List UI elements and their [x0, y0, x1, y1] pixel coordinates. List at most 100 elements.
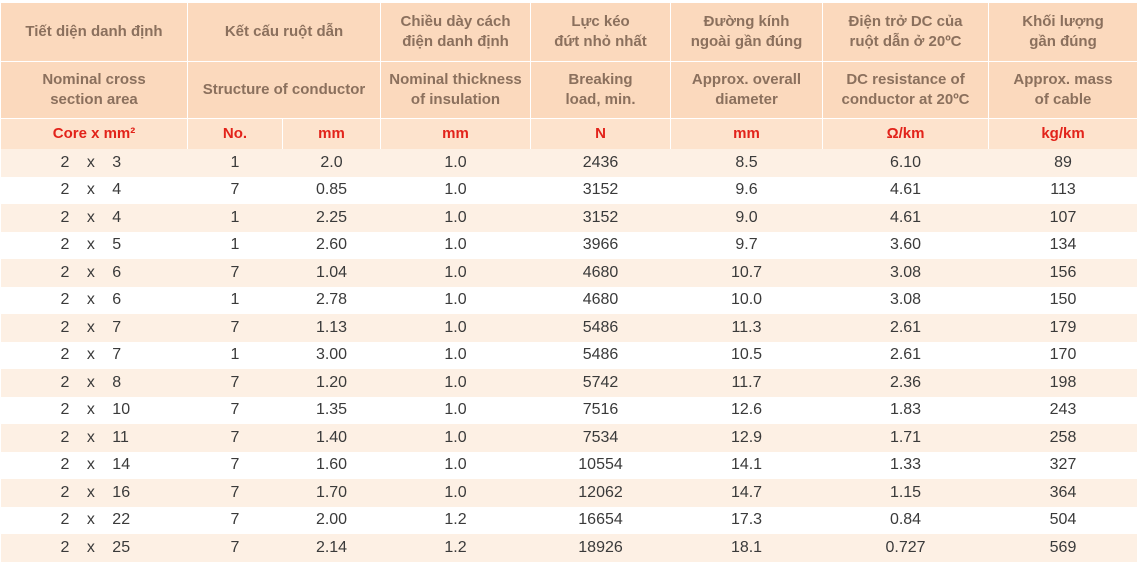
table-cell: 89 — [989, 149, 1137, 177]
table-cell: 11.3 — [671, 314, 823, 342]
table-cell: 1 — [188, 204, 283, 232]
table-cell: 2 x 6 — [1, 259, 188, 287]
table-cell: 1.0 — [381, 259, 531, 287]
table-cell: 1.0 — [381, 369, 531, 397]
table-cell: 2.0 — [283, 149, 381, 177]
header-cell-vi: Lực kéo đứt nhỏ nhất — [531, 3, 671, 62]
table-cell: 14.7 — [671, 479, 823, 507]
header-cell-en: Breaking load, min. — [531, 62, 671, 119]
table-cell: 1.2 — [381, 534, 531, 562]
table-cell: 243 — [989, 397, 1137, 425]
unit-cell: mm — [283, 119, 381, 150]
table-cell: 2.36 — [823, 369, 989, 397]
table-cell: 156 — [989, 259, 1137, 287]
table-cell: 1.71 — [823, 424, 989, 452]
table-cell: 1 — [188, 287, 283, 315]
table-cell: 3.08 — [823, 259, 989, 287]
table-cell: 0.85 — [283, 177, 381, 205]
table-cell: 2 x 4 — [1, 204, 188, 232]
table-cell: 2.78 — [283, 287, 381, 315]
table-cell: 10554 — [531, 452, 671, 480]
table-cell: 1.04 — [283, 259, 381, 287]
table-cell: 1.13 — [283, 314, 381, 342]
table-cell: 2.61 — [823, 342, 989, 370]
table-cell: 1.0 — [381, 204, 531, 232]
table-cell: 12.9 — [671, 424, 823, 452]
table-cell: 0.727 — [823, 534, 989, 562]
table-cell: 2 x 6 — [1, 287, 188, 315]
table-cell: 2 x 8 — [1, 369, 188, 397]
unit-cell: Core x mm² — [1, 119, 188, 150]
header-cell-vi: Đường kính ngoài gần đúng — [671, 3, 823, 62]
table-cell: 3966 — [531, 232, 671, 260]
table-cell: 18.1 — [671, 534, 823, 562]
table-cell: 3152 — [531, 204, 671, 232]
table-cell: 2 x 16 — [1, 479, 188, 507]
table-cell: 10.7 — [671, 259, 823, 287]
table-cell: 2 x 3 — [1, 149, 188, 177]
table-cell: 11.7 — [671, 369, 823, 397]
header-cell-en: Nominal cross section area — [1, 62, 188, 119]
table-cell: 7 — [188, 314, 283, 342]
header-cell-en: Nominal thickness of insulation — [381, 62, 531, 119]
table-cell: 170 — [989, 342, 1137, 370]
table-cell: 504 — [989, 507, 1137, 535]
table-cell: 12.6 — [671, 397, 823, 425]
table-cell: 2 x 7 — [1, 342, 188, 370]
table-cell: 2 x 11 — [1, 424, 188, 452]
table-cell: 5742 — [531, 369, 671, 397]
table-cell: 1.33 — [823, 452, 989, 480]
unit-cell: kg/km — [989, 119, 1137, 150]
table-cell: 1.40 — [283, 424, 381, 452]
table-cell: 2.00 — [283, 507, 381, 535]
header-cell-vi: Kết cấu ruột dẫn — [188, 3, 381, 62]
table-cell: 5486 — [531, 314, 671, 342]
table-cell: 1.60 — [283, 452, 381, 480]
header-cell-en: DC resistance of conductor at 20ºC — [823, 62, 989, 119]
table-cell: 16654 — [531, 507, 671, 535]
table-cell: 2436 — [531, 149, 671, 177]
table-cell: 4.61 — [823, 177, 989, 205]
table-cell: 3152 — [531, 177, 671, 205]
table-cell: 258 — [989, 424, 1137, 452]
table-cell: 4.61 — [823, 204, 989, 232]
table-cell: 1.0 — [381, 424, 531, 452]
table-cell: 1.0 — [381, 479, 531, 507]
table-cell: 9.0 — [671, 204, 823, 232]
table-cell: 1.0 — [381, 287, 531, 315]
table-cell: 9.7 — [671, 232, 823, 260]
table-cell: 7 — [188, 424, 283, 452]
table-cell: 1.20 — [283, 369, 381, 397]
table-cell: 569 — [989, 534, 1137, 562]
table-cell: 327 — [989, 452, 1137, 480]
table-cell: 5486 — [531, 342, 671, 370]
table-cell: 364 — [989, 479, 1137, 507]
header-cell-en: Approx. mass of cable — [989, 62, 1137, 119]
header-cell-en: Structure of conductor — [188, 62, 381, 119]
table-cell: 1.35 — [283, 397, 381, 425]
unit-cell: mm — [671, 119, 823, 150]
table-cell: 4680 — [531, 287, 671, 315]
unit-cell: No. — [188, 119, 283, 150]
table-cell: 2.60 — [283, 232, 381, 260]
table-cell: 2 x 22 — [1, 507, 188, 535]
unit-cell: N — [531, 119, 671, 150]
table-cell: 2.14 — [283, 534, 381, 562]
table-cell: 4680 — [531, 259, 671, 287]
header-cell-vi: Khối lượng gần đúng — [989, 3, 1137, 62]
header-cell-vi: Điện trở DC của ruột dẫn ở 20ºC — [823, 3, 989, 62]
